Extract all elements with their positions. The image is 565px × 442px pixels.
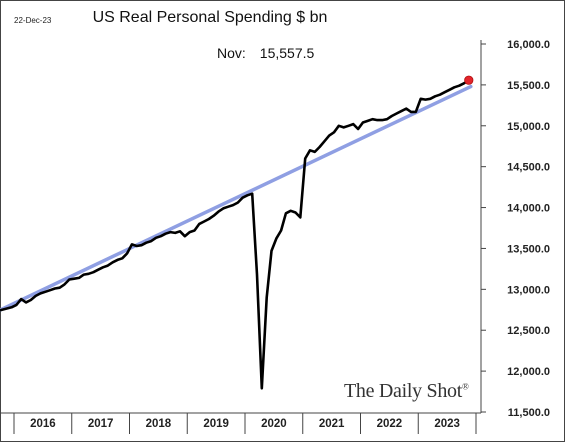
y-tick-label: 12,000.0 — [507, 366, 550, 378]
y-tick-label: 16,000.0 — [507, 39, 550, 51]
annotation-value: 15,557.5 — [259, 45, 315, 61]
x-tick-label: 2019 — [203, 418, 229, 430]
latest-point-marker — [464, 75, 474, 85]
y-tick-label: 14,500.0 — [507, 162, 550, 174]
y-tick-label: 13,500.0 — [507, 243, 550, 255]
annotation-label: Nov: — [217, 45, 246, 61]
y-axis: 11,500.0 12,000.0 12,500.0 13,000.0 13,500.0… — [480, 39, 550, 419]
y-tick-label: 13,000.0 — [507, 284, 550, 296]
x-tick-label: 2022 — [377, 418, 403, 430]
x-tick-label: 2023 — [434, 418, 460, 430]
y-tick-label: 12,500.0 — [507, 325, 550, 337]
y-tick-label: 11,500.0 — [508, 407, 550, 419]
x-tick-label: 2020 — [261, 418, 287, 430]
x-tick-label: 2016 — [30, 418, 56, 430]
date-label: 22-Dec-23 — [14, 16, 52, 25]
chart-title: US Real Personal Spending $ bn — [92, 9, 328, 26]
y-tick-label: 15,500.0 — [507, 80, 550, 92]
brand-logo: The Daily Shot® — [344, 380, 469, 402]
x-tick-label: 2018 — [146, 418, 172, 430]
x-axis: 2016 2017 2018 2019 2020 2021 2022 2023 — [0, 412, 481, 434]
x-tick-label: 2017 — [88, 418, 114, 430]
y-tick-label: 14,000.0 — [507, 203, 550, 215]
series-spending-line — [0, 78, 471, 390]
brand-text: The Daily Shot — [344, 380, 463, 402]
series-group — [0, 75, 474, 390]
series-trend-line — [0, 84, 473, 312]
x-tick-label: 2021 — [319, 418, 345, 430]
latest-value-annotation: Nov: 15,557.5 — [217, 45, 314, 61]
y-tick-label: 15,000.0 — [507, 121, 550, 133]
